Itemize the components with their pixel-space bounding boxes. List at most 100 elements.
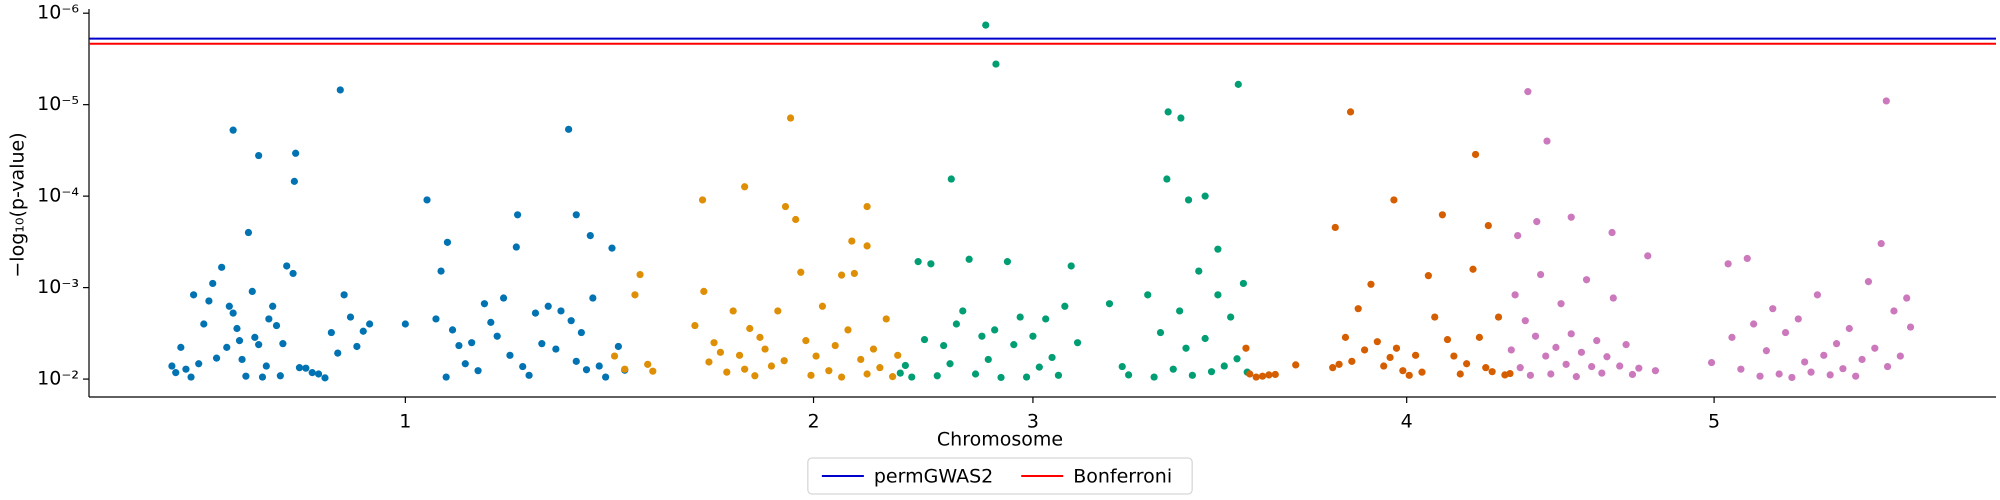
point xyxy=(1839,365,1847,373)
point xyxy=(1488,368,1496,376)
point xyxy=(1514,231,1522,240)
y-tick-label: 10⁻³ xyxy=(37,276,79,298)
point xyxy=(1547,370,1555,378)
point xyxy=(1882,97,1890,105)
point xyxy=(735,351,744,359)
point xyxy=(577,328,585,337)
point xyxy=(1163,175,1171,183)
point xyxy=(1265,371,1273,379)
point xyxy=(1118,362,1126,371)
point xyxy=(792,215,800,224)
point xyxy=(1826,371,1834,379)
point xyxy=(1246,370,1254,378)
point xyxy=(572,211,580,219)
point xyxy=(269,302,277,310)
point xyxy=(1794,315,1802,323)
point xyxy=(589,294,597,302)
point xyxy=(315,370,323,378)
point xyxy=(1239,279,1248,288)
point xyxy=(586,231,594,240)
point xyxy=(978,332,986,340)
point xyxy=(621,365,629,373)
point xyxy=(1775,370,1783,378)
point xyxy=(1572,373,1580,381)
point xyxy=(279,340,287,348)
point xyxy=(1380,362,1388,370)
point xyxy=(538,340,546,348)
point xyxy=(1651,367,1660,375)
point xyxy=(1016,313,1024,321)
point xyxy=(1156,328,1165,337)
point xyxy=(334,349,342,357)
point xyxy=(1562,360,1570,368)
point xyxy=(238,355,246,364)
point xyxy=(1054,371,1063,379)
point xyxy=(531,309,540,317)
point xyxy=(971,370,980,378)
point xyxy=(265,315,273,323)
point xyxy=(487,318,495,326)
point xyxy=(1644,252,1652,260)
point xyxy=(984,355,992,364)
point xyxy=(602,373,610,381)
point xyxy=(595,362,603,370)
point xyxy=(1788,373,1796,382)
point xyxy=(442,373,450,381)
point xyxy=(1531,332,1540,340)
x-axis-label: Chromosome xyxy=(937,429,1063,451)
point xyxy=(276,372,284,380)
point xyxy=(1593,337,1601,345)
point xyxy=(1010,341,1018,349)
point xyxy=(1542,352,1550,360)
point xyxy=(614,342,622,351)
point xyxy=(557,307,565,315)
point xyxy=(1329,364,1337,372)
point xyxy=(741,365,749,373)
point xyxy=(1373,338,1381,346)
point xyxy=(1724,260,1732,268)
point xyxy=(1469,265,1477,273)
point xyxy=(908,373,916,381)
x-tick-label: 3 xyxy=(1027,411,1039,433)
point xyxy=(346,313,355,321)
point xyxy=(1813,291,1822,299)
point xyxy=(552,345,560,353)
point xyxy=(1543,137,1551,145)
point xyxy=(965,255,973,263)
point xyxy=(1801,358,1809,366)
point xyxy=(927,260,935,268)
point xyxy=(649,367,657,375)
point xyxy=(746,324,754,333)
point xyxy=(1125,371,1133,379)
point xyxy=(1557,300,1565,308)
point xyxy=(644,360,652,368)
point xyxy=(499,294,508,302)
point xyxy=(1743,254,1751,263)
point xyxy=(1628,370,1637,379)
point xyxy=(857,355,865,364)
point xyxy=(248,287,256,295)
point xyxy=(1456,370,1464,378)
point xyxy=(1335,360,1343,368)
point xyxy=(1516,364,1524,372)
point xyxy=(340,291,348,299)
point xyxy=(1144,291,1152,299)
point xyxy=(761,345,769,353)
point xyxy=(582,366,591,374)
point xyxy=(295,364,304,372)
point xyxy=(1252,373,1260,381)
point xyxy=(1271,370,1279,379)
point xyxy=(1207,368,1216,376)
point xyxy=(1424,272,1432,280)
point xyxy=(1524,88,1532,96)
point xyxy=(825,367,833,375)
point xyxy=(544,302,552,310)
point xyxy=(756,333,764,341)
point xyxy=(882,315,890,323)
y-tick-label: 10⁻² xyxy=(37,368,79,390)
point xyxy=(1728,333,1736,341)
point xyxy=(691,321,699,330)
point xyxy=(1852,372,1860,380)
point xyxy=(947,175,955,183)
